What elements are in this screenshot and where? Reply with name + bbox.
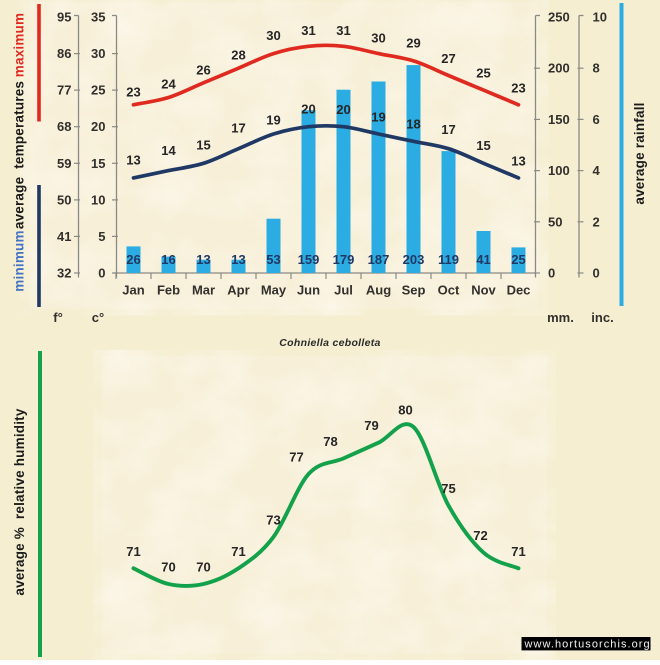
svg-text:2: 2 xyxy=(593,214,600,229)
svg-text:250: 250 xyxy=(548,10,570,25)
svg-text:79: 79 xyxy=(364,418,378,433)
svg-text:8: 8 xyxy=(593,61,600,76)
svg-text:187: 187 xyxy=(368,252,390,267)
svg-text:Jun: Jun xyxy=(297,283,320,298)
svg-text:31: 31 xyxy=(301,23,315,38)
svg-text:Nov: Nov xyxy=(471,283,496,298)
svg-text:29: 29 xyxy=(406,35,420,50)
svg-text:5: 5 xyxy=(98,229,105,244)
svg-text:95: 95 xyxy=(57,10,71,25)
svg-text:32: 32 xyxy=(57,266,71,281)
svg-text:25: 25 xyxy=(511,252,525,267)
svg-text:0: 0 xyxy=(548,266,555,281)
svg-text:14: 14 xyxy=(161,143,176,158)
svg-text:inc.: inc. xyxy=(591,310,613,325)
svg-text:41: 41 xyxy=(57,229,71,244)
svg-text:20: 20 xyxy=(336,102,350,117)
svg-text:23: 23 xyxy=(126,85,140,100)
svg-text:4: 4 xyxy=(593,163,601,178)
svg-text:15: 15 xyxy=(91,156,105,171)
svg-text:May: May xyxy=(261,283,287,298)
svg-text:0: 0 xyxy=(98,266,105,281)
svg-text:53: 53 xyxy=(266,252,280,267)
svg-text:26: 26 xyxy=(126,252,140,267)
svg-text:35: 35 xyxy=(91,10,105,25)
svg-text:mm.: mm. xyxy=(547,310,574,325)
svg-text:100: 100 xyxy=(548,163,570,178)
svg-text:10: 10 xyxy=(91,192,105,207)
svg-text:179: 179 xyxy=(333,252,355,267)
svg-text:73: 73 xyxy=(266,512,280,527)
svg-text:Sep: Sep xyxy=(402,283,426,298)
svg-text:27: 27 xyxy=(441,51,455,66)
svg-text:30: 30 xyxy=(91,46,105,61)
svg-text:maximum: maximum xyxy=(12,13,27,77)
svg-text:Jul: Jul xyxy=(334,283,353,298)
svg-text:23: 23 xyxy=(511,81,525,96)
svg-text:203: 203 xyxy=(403,252,425,267)
svg-text:71: 71 xyxy=(126,544,140,559)
svg-text:24: 24 xyxy=(161,77,176,92)
svg-text:30: 30 xyxy=(266,28,280,43)
svg-text:80: 80 xyxy=(398,403,412,418)
svg-text:200: 200 xyxy=(548,61,570,76)
svg-text:77: 77 xyxy=(57,83,71,98)
svg-text:86: 86 xyxy=(57,46,71,61)
svg-text:19: 19 xyxy=(371,110,385,125)
svg-text:68: 68 xyxy=(57,119,71,134)
svg-text:Mar: Mar xyxy=(192,283,215,298)
svg-text:average % relative humidity: average % relative humidity xyxy=(12,408,27,595)
svg-text:Dec: Dec xyxy=(507,283,531,298)
svg-text:10: 10 xyxy=(593,10,607,25)
svg-text:30: 30 xyxy=(371,31,385,46)
svg-text:20: 20 xyxy=(301,102,315,117)
svg-text:77: 77 xyxy=(289,450,303,465)
svg-text:f°: f° xyxy=(53,310,63,325)
svg-text:159: 159 xyxy=(298,252,320,267)
svg-text:19: 19 xyxy=(266,113,280,128)
svg-text:75: 75 xyxy=(441,481,455,496)
svg-text:minimum: minimum xyxy=(12,230,27,291)
svg-text:26: 26 xyxy=(196,63,210,78)
svg-text:c°: c° xyxy=(92,310,104,325)
svg-text:31: 31 xyxy=(336,23,350,38)
svg-text:average rainfall: average rainfall xyxy=(632,102,647,204)
svg-text:18: 18 xyxy=(406,116,420,131)
svg-text:25: 25 xyxy=(91,83,105,98)
svg-text:16: 16 xyxy=(161,252,175,267)
svg-text:Aug: Aug xyxy=(366,283,391,298)
svg-text:71: 71 xyxy=(511,544,525,559)
svg-text:17: 17 xyxy=(441,122,455,137)
svg-text:20: 20 xyxy=(91,119,105,134)
svg-text:average temperatures: average temperatures xyxy=(12,81,27,229)
svg-text:78: 78 xyxy=(323,434,337,449)
svg-text:Jan: Jan xyxy=(122,283,144,298)
svg-text:70: 70 xyxy=(161,560,175,575)
svg-text:50: 50 xyxy=(548,214,562,229)
svg-text:72: 72 xyxy=(473,528,487,543)
svg-text:13: 13 xyxy=(511,154,525,169)
svg-text:15: 15 xyxy=(196,138,210,153)
svg-text:15: 15 xyxy=(476,138,490,153)
svg-text:59: 59 xyxy=(57,156,71,171)
svg-text:25: 25 xyxy=(476,66,490,81)
svg-text:0: 0 xyxy=(593,266,600,281)
svg-text:6: 6 xyxy=(593,112,600,127)
svg-text:150: 150 xyxy=(548,112,570,127)
svg-text:13: 13 xyxy=(231,252,245,267)
svg-text:Feb: Feb xyxy=(157,283,180,298)
svg-text:50: 50 xyxy=(57,192,71,207)
svg-text:13: 13 xyxy=(196,252,210,267)
svg-text:41: 41 xyxy=(476,252,490,267)
svg-text:17: 17 xyxy=(231,120,245,135)
svg-text:Cohniella cebolleta: Cohniella cebolleta xyxy=(279,337,380,349)
svg-text:28: 28 xyxy=(231,48,245,63)
svg-text:71: 71 xyxy=(231,544,245,559)
svg-text:13: 13 xyxy=(126,153,140,168)
svg-text:Oct: Oct xyxy=(438,283,460,298)
svg-text:www.hortusorchis.org: www.hortusorchis.org xyxy=(524,638,651,650)
svg-text:Apr: Apr xyxy=(227,283,249,298)
svg-text:119: 119 xyxy=(438,252,459,267)
svg-text:70: 70 xyxy=(196,560,210,575)
